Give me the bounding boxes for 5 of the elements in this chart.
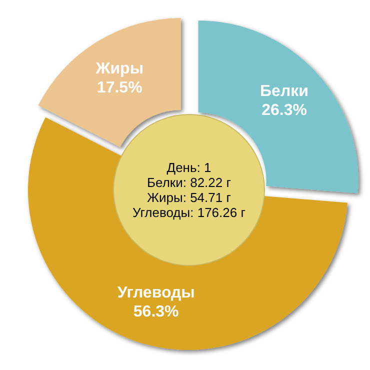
slice-label: Белки (260, 83, 308, 100)
slice-label: Углеводы (117, 284, 195, 302)
slice-label: Жиры (94, 60, 144, 78)
data-label: 17.5% (96, 79, 142, 96)
data-label: 56.3% (133, 304, 179, 321)
